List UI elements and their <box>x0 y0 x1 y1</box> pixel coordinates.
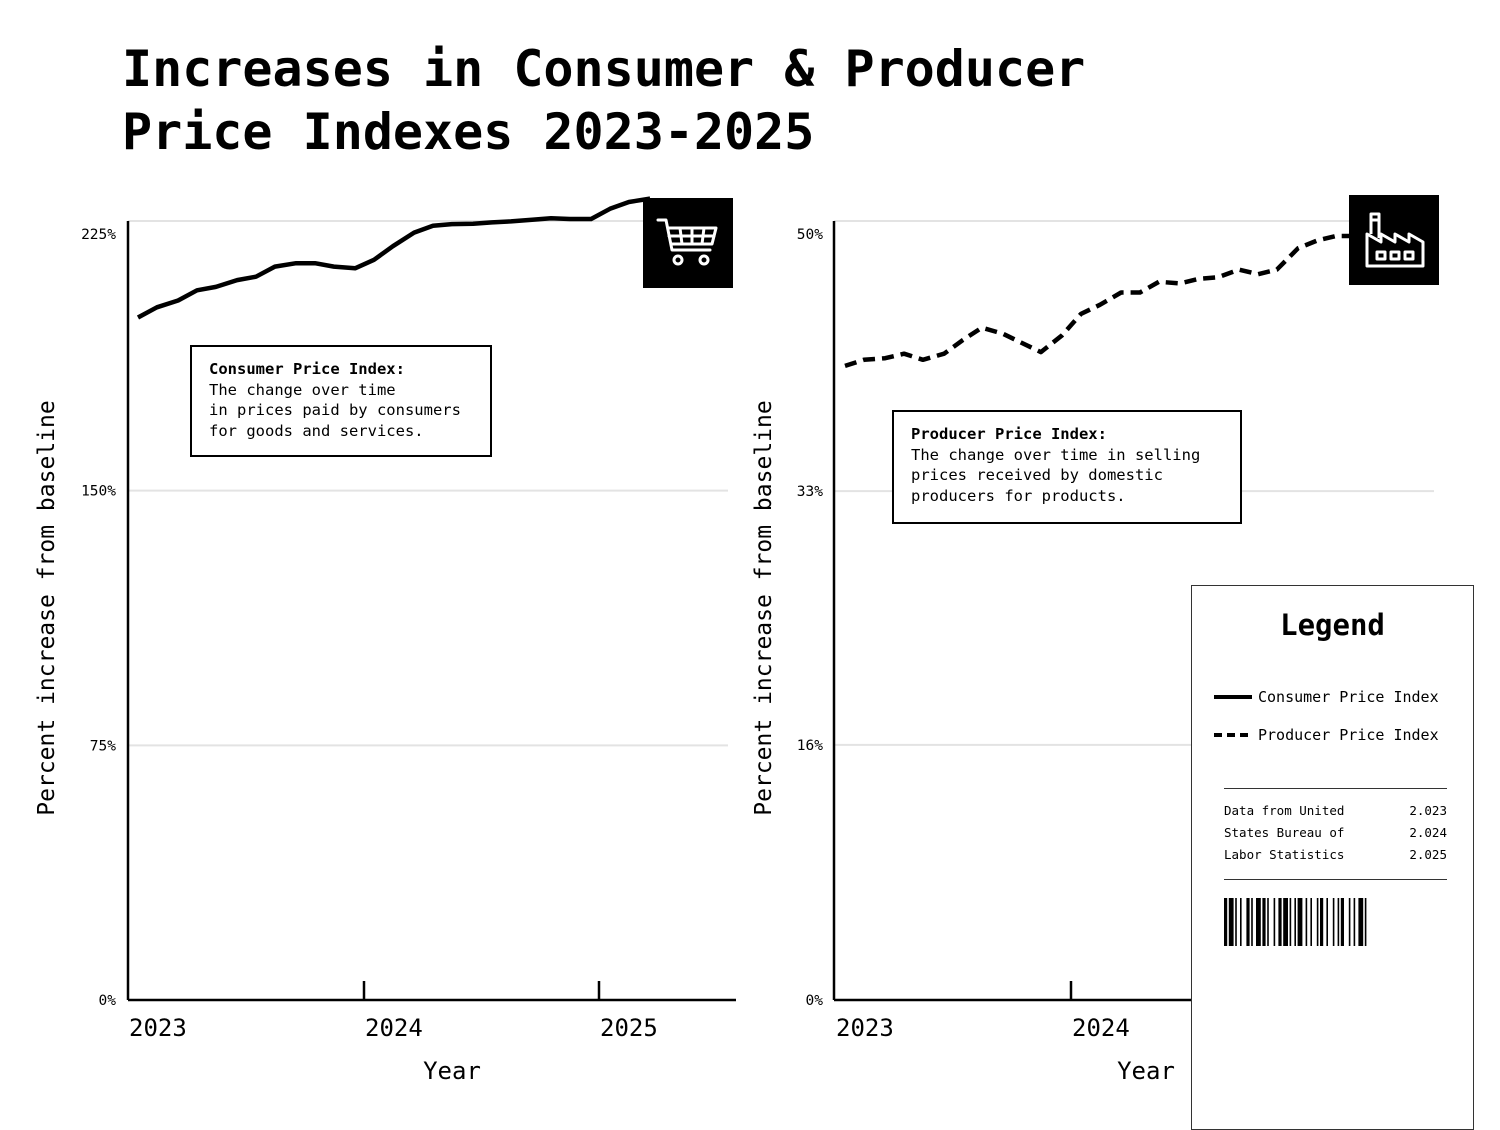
legend-divider-top <box>1224 788 1447 789</box>
legend-panel: Legend Consumer Price Index Producer Pri… <box>1191 585 1474 1130</box>
ppi-xtick-label: 2023 <box>836 1014 894 1042</box>
barcode-bar <box>1310 898 1312 946</box>
barcode-bar <box>1256 898 1261 946</box>
ppi-series-line <box>844 233 1358 369</box>
legend-item-ppi-label: Producer Price Index <box>1258 726 1439 744</box>
barcode-bar <box>1326 898 1328 946</box>
cpi-description-line-1: The change over time <box>209 380 396 399</box>
barcode-bar <box>1273 898 1276 946</box>
cpi-series-line <box>136 196 651 320</box>
barcode-bar <box>1228 898 1234 946</box>
legend-source-line-3: Labor Statistics <box>1224 847 1345 862</box>
barcode-bar <box>1297 898 1303 946</box>
barcode-bar <box>1294 898 1296 946</box>
ppi-xaxis-label: Year <box>1117 1057 1175 1085</box>
legend-number-3: 2.025 <box>1409 847 1447 862</box>
cpi-xtick-label: 2024 <box>365 1014 423 1042</box>
barcode-bar <box>1316 898 1319 946</box>
cpi-xtick-label: 2023 <box>129 1014 187 1042</box>
barcode-bar <box>1358 898 1364 946</box>
barcode-bar <box>1224 898 1228 946</box>
legend-item-ppi: Producer Price Index <box>1214 725 1439 745</box>
barcode-bar <box>1278 898 1282 946</box>
legend-item-cpi-label: Consumer Price Index <box>1258 688 1439 706</box>
ppi-ytick-label: 50% <box>797 227 823 243</box>
legend-divider-bottom <box>1224 879 1447 880</box>
cpi-description-heading: Consumer Price Index: <box>209 360 405 378</box>
legend-number-2: 2.024 <box>1409 825 1447 840</box>
legend-number-1: 2.023 <box>1409 803 1447 818</box>
cpi-xaxis-label: Year <box>423 1057 481 1085</box>
ppi-description-box: Producer Price Index: The change over ti… <box>892 410 1242 524</box>
legend-source-line-2: States Bureau of <box>1224 825 1345 840</box>
cpi-xtick-label: 2025 <box>600 1014 658 1042</box>
ppi-ytick-label: 0% <box>806 993 824 1009</box>
ppi-description-line-3: producers for products. <box>911 486 1126 505</box>
barcode-bar <box>1348 898 1351 946</box>
title-line-2: Price Indexes 2023-2025 <box>122 103 815 161</box>
shopping-cart-icon <box>643 198 733 288</box>
cpi-ytick-label: 225% <box>81 227 116 243</box>
ppi-ytick-label: 16% <box>797 738 823 754</box>
cpi-description-line-2: in prices paid by consumers <box>209 401 461 419</box>
title-line-1: Increases in Consumer & Producer <box>122 40 1086 98</box>
barcode-bar <box>1246 898 1250 946</box>
barcode-bar <box>1240 898 1242 946</box>
page-title: Increases in Consumer & Producer Price I… <box>122 38 1085 164</box>
ppi-yaxis-label: Percent increase from baseline <box>751 400 777 815</box>
barcode-bar <box>1251 898 1253 946</box>
ppi-ytick-label: 33% <box>797 484 823 500</box>
barcode-bar <box>1267 898 1269 946</box>
barcode-bar <box>1337 898 1340 946</box>
barcode-bar <box>1235 898 1237 946</box>
factory-icon <box>1349 195 1439 285</box>
barcode-bar <box>1262 898 1266 946</box>
barcode-bar <box>1332 898 1335 946</box>
ppi-description-line-1: The change over time in selling <box>911 445 1201 464</box>
legend-title: Legend <box>1280 608 1385 642</box>
barcode-graphic <box>1224 898 1367 946</box>
legend-source: Data from United States Bureau of Labor … <box>1224 800 1344 866</box>
cpi-ytick-label: 0% <box>99 993 117 1009</box>
cpi-description-line-3: for goods and services. <box>209 421 424 440</box>
barcode-bar <box>1340 898 1344 946</box>
solid-line-swatch <box>1214 695 1252 699</box>
cpi-ytick-label: 150% <box>81 484 116 500</box>
barcode-bar <box>1283 898 1288 946</box>
barcode-bar <box>1353 898 1356 946</box>
ppi-description-heading: Producer Price Index: <box>911 425 1107 443</box>
ppi-xtick-label: 2024 <box>1072 1014 1130 1042</box>
dashed-line-swatch <box>1214 733 1252 737</box>
barcode-bar <box>1305 898 1308 946</box>
legend-source-line-1: Data from United <box>1224 803 1345 818</box>
cpi-ytick-label: 75% <box>90 738 116 754</box>
cpi-yaxis-label: Percent increase from baseline <box>34 400 60 815</box>
cpi-description-box: Consumer Price Index: The change over ti… <box>190 345 492 457</box>
legend-item-cpi: Consumer Price Index <box>1214 687 1439 707</box>
barcode-bar <box>1320 898 1324 946</box>
legend-numbers: 2.023 2.024 2.025 <box>1409 800 1447 866</box>
barcode-bar <box>1364 898 1367 946</box>
ppi-description-line-2: prices received by domestic <box>911 466 1163 484</box>
barcode-bar <box>1289 898 1292 946</box>
